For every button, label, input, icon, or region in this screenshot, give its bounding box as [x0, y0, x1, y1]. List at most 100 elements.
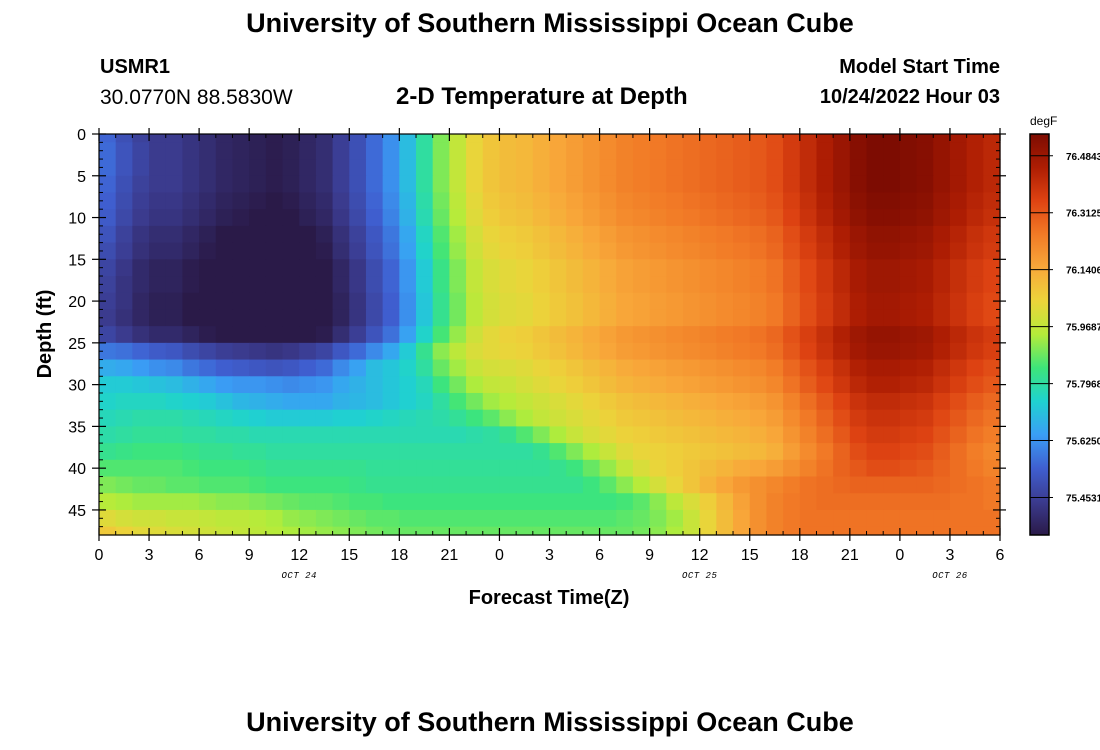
- heatmap-cell: [766, 376, 784, 394]
- heatmap-cell: [399, 476, 417, 494]
- heatmap-cell: [466, 276, 484, 294]
- heatmap-cell: [716, 443, 734, 461]
- heatmap-cell: [899, 276, 918, 294]
- heatmap-cell: [199, 225, 217, 244]
- heatmap-cell: [949, 242, 968, 260]
- heatmap-cell: [232, 209, 250, 227]
- heatmap-cell: [466, 242, 484, 260]
- heatmap-cell: [416, 359, 434, 377]
- heatmap-cell: [783, 509, 801, 528]
- heatmap-cell: [849, 159, 868, 177]
- heatmap-cell: [599, 276, 617, 294]
- heatmap-cell: [215, 209, 234, 227]
- heatmap-cell: [566, 276, 584, 294]
- colorbar-tick-label: 75.7968: [1066, 380, 1100, 391]
- heatmap-cell: [165, 392, 184, 411]
- heatmap-cell: [499, 134, 517, 143]
- heatmap-cell: [99, 493, 117, 511]
- heatmap-cell: [182, 443, 200, 461]
- heatmap-cell: [382, 459, 400, 478]
- heatmap-cell: [199, 409, 217, 427]
- heatmap-cell: [299, 443, 317, 461]
- heatmap-cell: [282, 476, 300, 494]
- heatmap-cell: [749, 443, 768, 461]
- heatmap-cell: [582, 242, 601, 260]
- heatmap-cell: [616, 342, 634, 361]
- heatmap-cell: [99, 326, 117, 344]
- heatmap-cell: [616, 134, 634, 143]
- heatmap-cell: [115, 276, 133, 294]
- heatmap-cell: [516, 276, 534, 294]
- heatmap-cell: [566, 159, 584, 177]
- heatmap-cell: [332, 225, 350, 244]
- heatmap-cell: [482, 342, 501, 361]
- x-tick-label: 3: [945, 547, 954, 564]
- heatmap-cell: [682, 359, 701, 377]
- heatmap-cell: [833, 409, 851, 427]
- heatmap-cell: [315, 443, 334, 461]
- heatmap-cell: [499, 292, 517, 311]
- heatmap-cell: [649, 359, 667, 377]
- heatmap-cell: [315, 209, 334, 227]
- heatmap-cell: [315, 409, 334, 427]
- heatmap-cell: [666, 142, 684, 160]
- heatmap-cell: [449, 443, 467, 461]
- heatmap-cell: [115, 509, 133, 528]
- heatmap-cell: [432, 342, 450, 361]
- heatmap-cell: [916, 259, 934, 277]
- heatmap-cell: [99, 142, 117, 160]
- heatmap-cell: [799, 392, 818, 411]
- heatmap-cell: [833, 526, 851, 536]
- heatmap-cell: [682, 342, 701, 361]
- heatmap-cell: [466, 392, 484, 411]
- heatmap-cell: [165, 259, 184, 277]
- y-tick-label: 30: [68, 378, 86, 395]
- heatmap-cell: [232, 359, 250, 377]
- heatmap-cell: [165, 509, 184, 528]
- heatmap-cell: [582, 276, 601, 294]
- heatmap-cell: [315, 259, 334, 277]
- heatmap-cell: [966, 526, 984, 536]
- heatmap-cell: [365, 359, 384, 377]
- heatmap-cell: [532, 392, 551, 411]
- heatmap-cell: [232, 242, 250, 260]
- heatmap-cell: [866, 292, 884, 311]
- heatmap-cell: [482, 493, 501, 511]
- heatmap-cell: [282, 209, 300, 227]
- heatmap-cell: [933, 392, 951, 411]
- heatmap-cell: [249, 192, 267, 210]
- heatmap-cell: [432, 134, 450, 143]
- heatmap-cell: [332, 359, 350, 377]
- heatmap-cell: [449, 242, 467, 260]
- heatmap-cell: [432, 142, 450, 160]
- heatmap-cell: [516, 376, 534, 394]
- heatmap-cell: [733, 376, 751, 394]
- heatmap-cell: [783, 409, 801, 427]
- heatmap-cell: [916, 342, 934, 361]
- heatmap-cell: [165, 276, 184, 294]
- heatmap-cell: [532, 276, 551, 294]
- heatmap-cell: [733, 459, 751, 478]
- heatmap-cell: [783, 259, 801, 277]
- heatmap-cell: [649, 159, 667, 177]
- heatmap-cell: [632, 276, 651, 294]
- heatmap-cell: [699, 159, 717, 177]
- heatmap-cell: [766, 292, 784, 311]
- heatmap-cell: [232, 326, 250, 344]
- heatmap-cell: [816, 409, 834, 427]
- y-axis: 0 5 10 15 20 25 30 35 40 45: [68, 127, 1006, 520]
- heatmap-cell: [632, 292, 651, 311]
- heatmap-cell: [165, 134, 184, 143]
- heatmap-cell: [416, 242, 434, 260]
- station-coordinates: 30.0770N 88.5830W: [100, 86, 293, 109]
- heatmap-cell: [783, 175, 801, 194]
- heatmap-cell: [132, 309, 150, 327]
- heatmap-cell: [983, 392, 1001, 411]
- heatmap-cell: [733, 276, 751, 294]
- heatmap-cell: [799, 443, 818, 461]
- heatmap-cell: [532, 142, 551, 160]
- heatmap-cell: [649, 493, 667, 511]
- heatmap-cell: [365, 376, 384, 394]
- heatmap-cell: [165, 376, 184, 394]
- heatmap-cell: [315, 159, 334, 177]
